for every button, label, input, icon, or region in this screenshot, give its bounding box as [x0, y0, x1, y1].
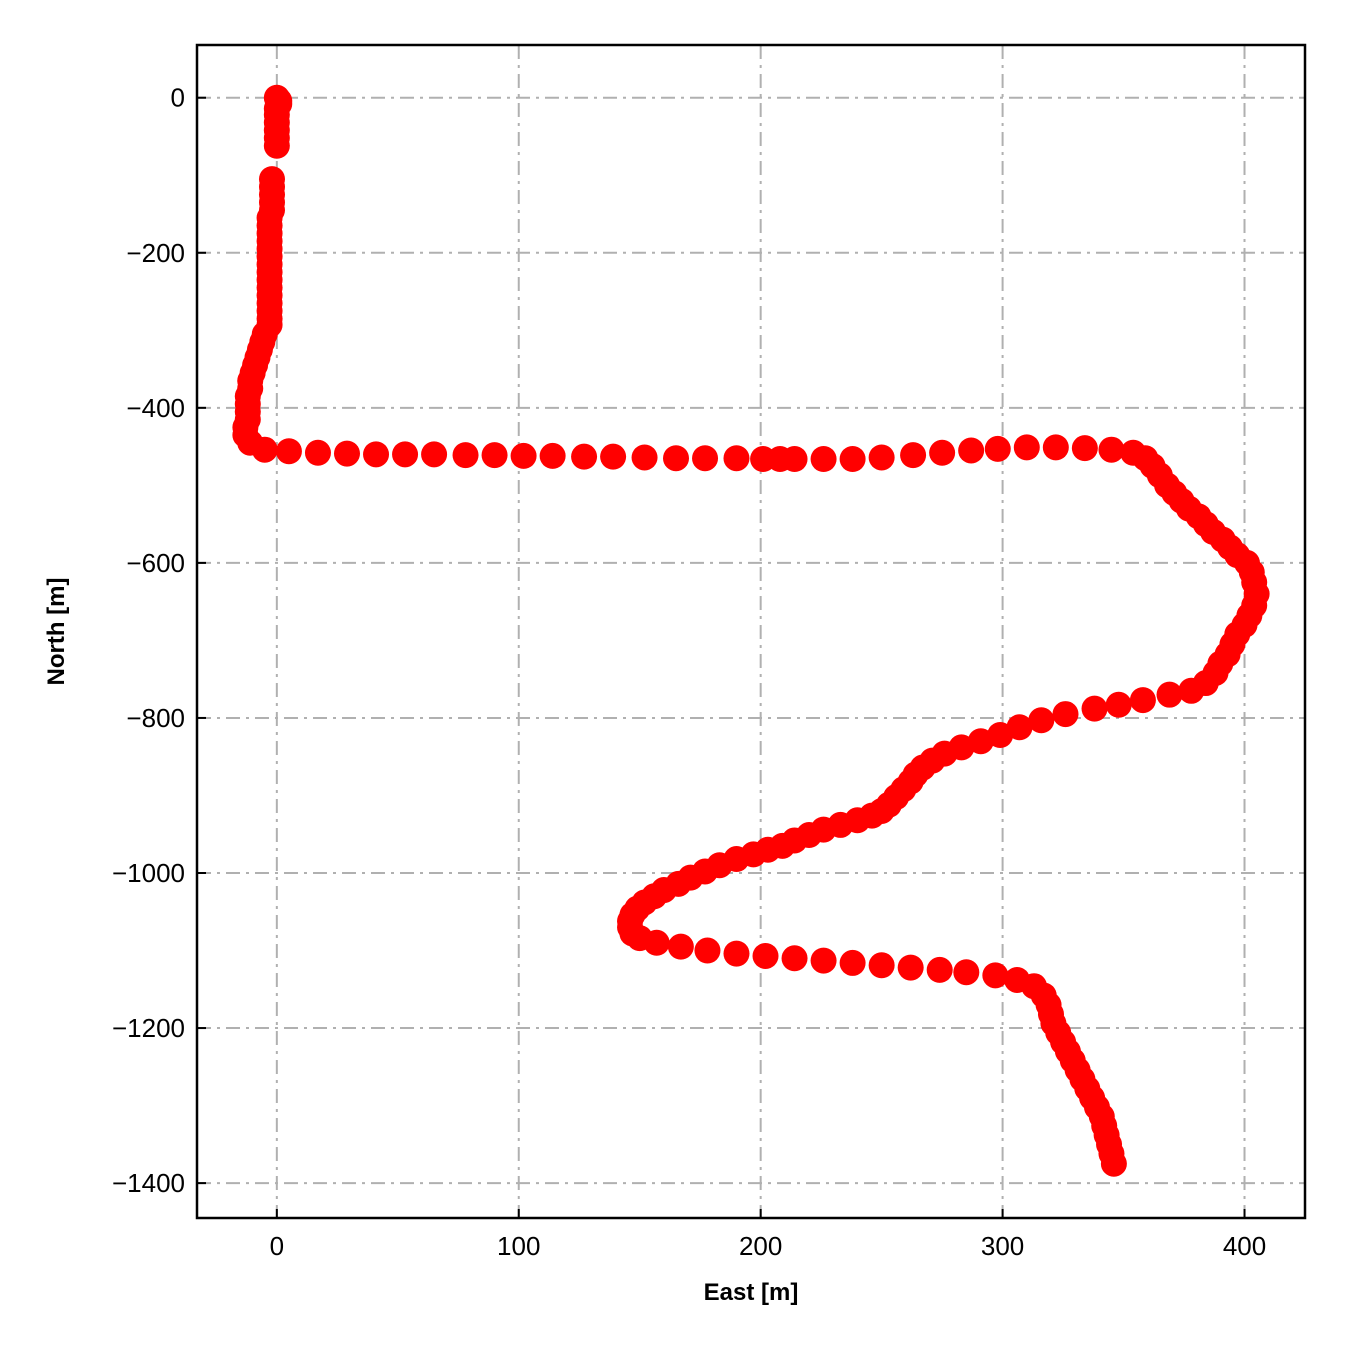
track-point	[752, 942, 779, 969]
y-tick-label: −1000	[112, 858, 185, 888]
y-tick-label: −800	[126, 703, 185, 733]
x-tick-label: 0	[270, 1231, 284, 1261]
track-point	[510, 442, 537, 469]
track-point	[631, 444, 658, 471]
track-point	[333, 440, 360, 467]
y-tick-label: −1400	[112, 1168, 185, 1198]
track-point	[694, 937, 721, 964]
track-point	[982, 962, 1009, 989]
data-points	[232, 84, 1270, 1177]
track-point	[868, 952, 895, 979]
track-point	[958, 437, 985, 464]
track-point	[539, 442, 566, 469]
track-point	[263, 132, 290, 159]
track-point	[363, 441, 390, 468]
track-point	[723, 445, 750, 472]
track-point	[600, 443, 627, 470]
x-tick-label: 200	[739, 1231, 782, 1261]
track-point	[926, 956, 953, 983]
y-axis-title: North [m]	[43, 578, 70, 686]
track-point	[1071, 435, 1098, 462]
x-axis-title: East [m]	[704, 1279, 799, 1306]
y-tick-label: −1200	[112, 1013, 185, 1043]
track-point	[643, 929, 670, 956]
track-point	[1098, 436, 1125, 463]
track-point	[1028, 707, 1055, 734]
axis-ticks: 0 100 200 300 400 0 −200 −400 −600 −800 −1000 −1200…	[112, 83, 1266, 1261]
y-tick-label: −200	[126, 238, 185, 268]
track-point	[1105, 691, 1132, 718]
track-point	[667, 933, 694, 960]
track-point	[900, 442, 927, 469]
track-point	[984, 435, 1011, 462]
y-tick-label: −600	[126, 548, 185, 578]
track-point	[781, 945, 808, 972]
track-point	[929, 439, 956, 466]
track-point	[781, 446, 808, 472]
track-point	[1129, 687, 1156, 714]
track-point	[1100, 1150, 1127, 1177]
track-point	[1081, 695, 1108, 722]
track-point	[421, 441, 448, 468]
track-point	[1042, 434, 1069, 461]
track-point	[251, 436, 278, 463]
track-point	[723, 940, 750, 967]
x-tick-label: 300	[981, 1231, 1024, 1261]
y-tick-label: −400	[126, 393, 185, 423]
track-point	[1013, 434, 1040, 461]
plot-area-frame	[195, 43, 1307, 1220]
track-point	[810, 947, 837, 974]
track-point	[692, 445, 719, 472]
track-point	[1178, 677, 1205, 704]
track-point	[1156, 681, 1183, 708]
x-tick-label: 400	[1223, 1231, 1266, 1261]
x-tick-label: 100	[497, 1231, 540, 1261]
track-point	[392, 441, 419, 468]
track-point	[868, 444, 895, 471]
track-point	[452, 442, 479, 469]
track-point	[481, 442, 508, 469]
track-point	[839, 446, 866, 472]
track-point	[897, 954, 924, 981]
track-point	[663, 445, 690, 472]
track-point	[810, 446, 837, 472]
track-point	[1052, 701, 1079, 728]
track-point	[304, 439, 331, 466]
track-point	[953, 959, 980, 986]
y-tick-label: 0	[171, 83, 185, 113]
track-point	[571, 443, 598, 470]
track-point	[839, 949, 866, 976]
track-point	[275, 438, 302, 465]
